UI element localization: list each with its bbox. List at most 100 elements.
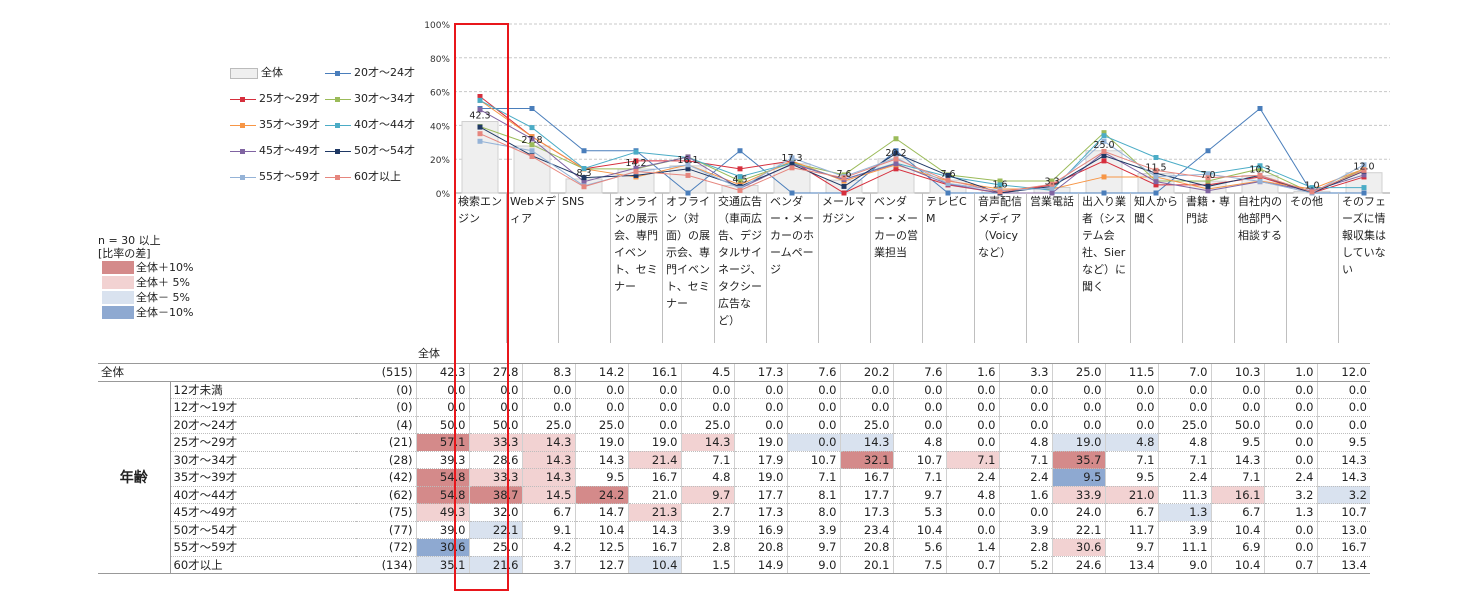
legend-entry: 55才～59才 — [230, 170, 320, 184]
series-point — [1101, 153, 1107, 159]
series-point — [737, 178, 743, 184]
table-cell: 0.0 — [1263, 521, 1317, 539]
table-cell: 3.9 — [786, 521, 840, 539]
table-cell: 0.0 — [945, 503, 999, 522]
table-cell: 13.4 — [1104, 556, 1158, 574]
table-cell: 14.3 — [1316, 451, 1370, 469]
series-point — [1361, 190, 1367, 196]
table-cell: 21.3 — [627, 503, 681, 522]
row-sample-size: (4) — [356, 416, 416, 434]
series-point — [893, 148, 899, 154]
series-point — [737, 174, 743, 180]
table-cell: 16.7 — [1316, 538, 1370, 557]
legend-swatch — [230, 122, 256, 128]
table-cell: 0.0 — [521, 398, 575, 417]
table-cell: 30.6 — [1051, 538, 1105, 557]
series-point — [997, 178, 1003, 184]
table-cell: 3.2 — [1263, 486, 1317, 504]
table-cell: 0.0 — [998, 503, 1052, 522]
series-point — [1153, 155, 1159, 161]
table-cell: 16.7 — [627, 468, 681, 487]
y-tick-label: 40% — [430, 122, 450, 132]
table-cell: 10.3 — [1210, 363, 1264, 382]
table-cell: 0.0 — [1316, 381, 1370, 399]
bar-data-label: 4.5 — [732, 174, 747, 185]
table-cell: 11.1 — [1157, 538, 1211, 557]
bar-data-label: 7.6 — [940, 169, 955, 180]
table-cell: 0.0 — [786, 398, 840, 417]
series-point — [685, 190, 691, 196]
table-cell: 0.0 — [1051, 381, 1105, 399]
legend-swatch — [230, 148, 256, 154]
row-label: 20才～24才 — [170, 416, 356, 434]
series-point — [1257, 178, 1263, 184]
table-cell: 4.8 — [1104, 433, 1158, 452]
bar-data-label: 11.5 — [1145, 163, 1166, 174]
category-label: オンラインの展示会、専門イベント、セミナー — [610, 193, 662, 343]
table-cell: 0.0 — [415, 398, 469, 417]
table-cell: 2.4 — [945, 468, 999, 487]
series-point — [1361, 162, 1367, 168]
bar-data-label: 1.0 — [1304, 180, 1319, 191]
table-cell: 1.4 — [945, 538, 999, 557]
series-point — [1101, 138, 1107, 144]
table-cell: 10.4 — [574, 521, 628, 539]
series-point — [1361, 185, 1367, 191]
table-cell: 13.0 — [1316, 521, 1370, 539]
table-cell: 0.0 — [945, 433, 999, 452]
table-cell: 8.3 — [521, 363, 575, 382]
series-point — [893, 150, 899, 156]
table-cell: 22.1 — [1051, 521, 1105, 539]
table-cell: 13.4 — [1316, 556, 1370, 574]
table-cell: 16.9 — [733, 521, 787, 539]
table-cell: 17.7 — [733, 486, 787, 504]
legend-entry: 60才以上 — [325, 170, 401, 184]
series-point — [633, 158, 639, 164]
table-cell: 0.0 — [1104, 398, 1158, 417]
y-tick-label: 60% — [430, 89, 450, 99]
series-point — [737, 148, 743, 154]
category-label: 自社内の他部門へ相談する — [1234, 193, 1286, 343]
series-point — [997, 182, 1003, 188]
table-cell: 0.0 — [839, 381, 893, 399]
difference-swatch — [102, 291, 134, 304]
legend-swatch — [325, 96, 351, 102]
row-label: 45才～49才 — [170, 503, 356, 522]
legend-label: 35才～39才 — [259, 118, 320, 131]
y-tick-label: 0% — [436, 190, 451, 200]
row-label: 55才～59才 — [170, 538, 356, 557]
table-cell: 5.3 — [892, 503, 946, 522]
table-cell: 4.2 — [521, 538, 575, 557]
table-cell: 54.8 — [415, 468, 469, 487]
table-cell: 0.0 — [1051, 398, 1105, 417]
row-sample-size: (77) — [356, 521, 416, 539]
series-point — [685, 166, 691, 172]
legend-label: 30才～34才 — [354, 92, 415, 105]
bar-data-label: 7.0 — [1200, 170, 1215, 181]
series-point — [529, 125, 535, 131]
table-row: 12才～19才 (0) 0.0 0.0 0.0 0.0 0.0 0.0 0.0 0.0 0.0 0.0… — [98, 398, 1370, 417]
table-cell: 17.3 — [839, 503, 893, 522]
legend-swatch — [325, 70, 351, 76]
table-cell: 0.0 — [786, 416, 840, 434]
table-cell: 0.0 — [627, 416, 681, 434]
series-point — [1205, 171, 1211, 177]
legend-swatch — [230, 174, 256, 180]
table-cell: 1.6 — [998, 486, 1052, 504]
series-point — [1205, 175, 1211, 181]
series-point — [477, 94, 483, 100]
series-point — [945, 181, 951, 187]
table-cell: 42.3 — [415, 363, 469, 382]
series-point — [1153, 167, 1159, 173]
table-cell: 19.0 — [733, 468, 787, 487]
legend-entry: 20才～24才 — [325, 66, 415, 80]
table-cell: 33.3 — [468, 468, 522, 487]
table-cell: 0.0 — [574, 398, 628, 417]
legend-label: 全体 — [261, 66, 283, 79]
table-cell: 9.5 — [574, 468, 628, 487]
table-cell: 16.1 — [627, 363, 681, 382]
table-cell: 32.0 — [468, 503, 522, 522]
series-point — [685, 172, 691, 178]
category-label: Webメディア — [506, 193, 558, 343]
table-cell: 14.3 — [521, 468, 575, 487]
